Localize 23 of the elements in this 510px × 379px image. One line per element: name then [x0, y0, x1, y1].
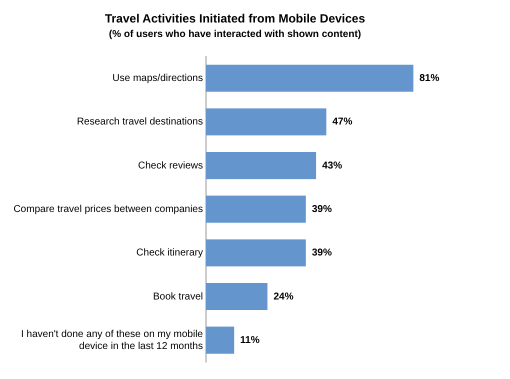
data-label: 24%: [273, 291, 294, 302]
bar: [206, 108, 326, 136]
y-tick-label: Check itinerary: [136, 248, 203, 259]
y-tick-label: Use maps/directions: [112, 72, 203, 84]
y-tick-label: I haven't done any of these on my mobile device in the last 12 months: [20, 328, 204, 352]
data-label: 39%: [312, 248, 332, 259]
bar: [206, 326, 234, 354]
data-label: 47%: [332, 116, 352, 128]
chart-subtitle: (% of users who have interacted with shown content): [108, 29, 362, 40]
chart-title: Travel Activities Initiated from Mobile Devices: [104, 12, 366, 26]
bar: [206, 64, 414, 92]
y-tick-label: Compare travel prices between companies: [13, 204, 203, 215]
data-label: 43%: [322, 160, 342, 172]
data-label: 81%: [419, 72, 440, 84]
bar: [206, 239, 306, 266]
bar: [206, 152, 316, 180]
y-tick-label: Research travel destinations: [76, 116, 203, 128]
bar: [206, 282, 268, 310]
y-tick-label: Book travel: [152, 291, 203, 302]
bar: [206, 196, 306, 223]
data-label: 11%: [240, 334, 260, 346]
data-label: 39%: [312, 204, 332, 215]
y-tick-label: Check reviews: [138, 160, 203, 172]
